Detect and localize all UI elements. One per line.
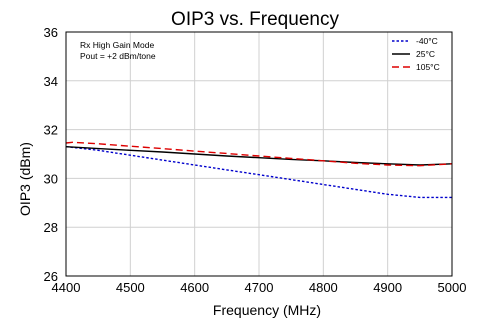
x-axis-label: Frequency (MHz) <box>213 302 321 318</box>
y-tick-label: 28 <box>44 220 58 235</box>
y-tick-label: 30 <box>44 171 58 186</box>
legend-label: 105°C <box>416 62 440 72</box>
x-tick-label: 4600 <box>180 280 209 295</box>
y-tick-label: 32 <box>44 123 58 138</box>
y-tick-label: 34 <box>44 74 58 89</box>
y-tick-label: 26 <box>44 269 58 284</box>
y-axis-label: OIP3 (dBm) <box>17 142 33 216</box>
annotation-block: Rx High Gain Mode Pout = +2 dBm/tone <box>80 40 156 61</box>
grid <box>66 32 452 276</box>
series-line-0 <box>65 146 452 199</box>
x-tick-label: 4500 <box>116 280 145 295</box>
series-line-1 <box>65 146 453 166</box>
legend-label: -40°C <box>416 36 438 46</box>
legend: -40°C 25°C 105°C <box>392 36 440 72</box>
chart-title: OIP3 vs. Frequency <box>171 9 339 30</box>
legend-label: 25°C <box>416 49 435 59</box>
plot-frame <box>65 31 453 277</box>
annotation-pout: Pout = +2 dBm/tone <box>80 51 156 61</box>
tick-labels: 4400 4500 4600 4700 4800 4900 5000 26 28 30 32 34 36 <box>44 25 467 295</box>
y-tick-label: 36 <box>44 25 58 40</box>
series-line-2 <box>65 141 453 167</box>
x-tick-label: 4400 <box>52 280 81 295</box>
x-tick-label: 4800 <box>309 280 338 295</box>
series-group <box>65 141 453 199</box>
annotation-mode: Rx High Gain Mode <box>80 40 154 50</box>
x-tick-label: 4900 <box>373 280 402 295</box>
x-tick-label: 5000 <box>438 280 467 295</box>
x-tick-label: 4700 <box>245 280 274 295</box>
